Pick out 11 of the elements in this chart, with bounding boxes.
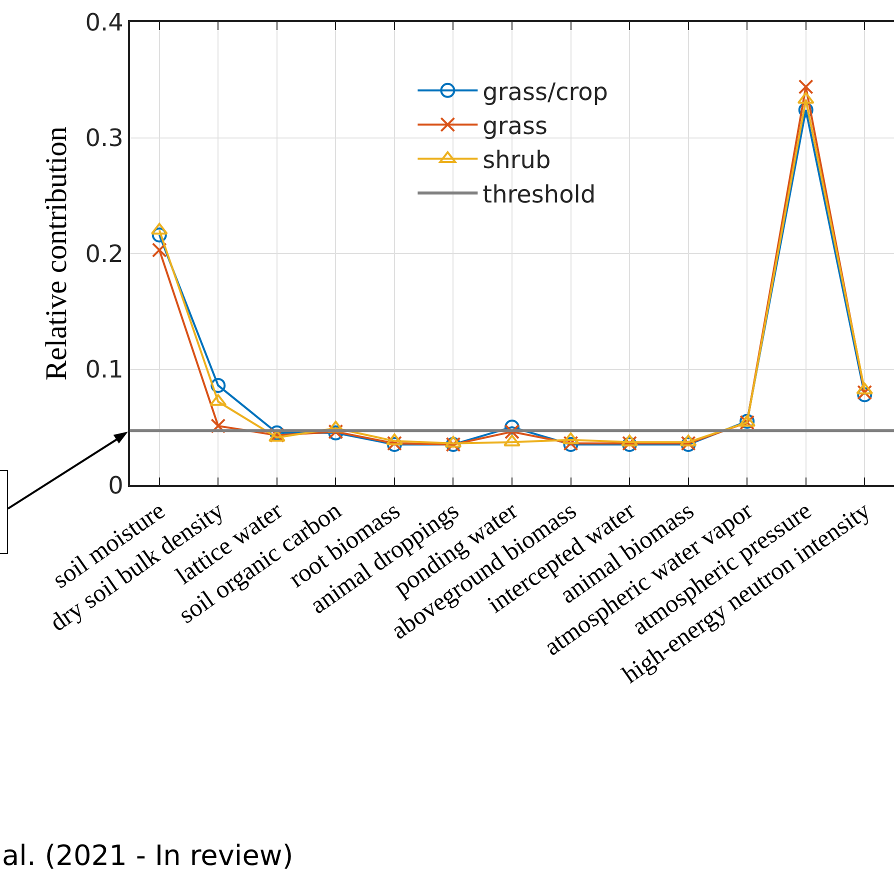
legend-label: grass [482, 112, 548, 140]
text: al. (2021 - In review) [2, 839, 294, 872]
y-tick-label: 0.4 [85, 8, 124, 36]
legend-label: shrub [482, 146, 551, 174]
y-tick-label: 0.1 [85, 356, 124, 384]
y-axis-title: Relative contribution [40, 126, 73, 381]
y-tick-label: 0.2 [85, 240, 124, 268]
legend-label: grass/crop [482, 78, 608, 106]
y-tick-label: 0.3 [85, 124, 124, 152]
y-tick-label: 0 [108, 471, 124, 500]
legend-label: threshold [482, 180, 596, 208]
